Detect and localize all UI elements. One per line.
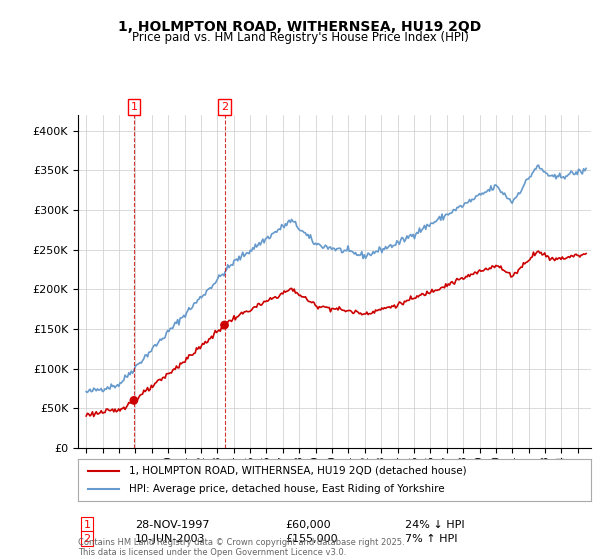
Text: £60,000: £60,000 — [285, 520, 331, 530]
Text: 24% ↓ HPI: 24% ↓ HPI — [405, 520, 464, 530]
Text: 10-JUN-2003: 10-JUN-2003 — [135, 534, 205, 544]
Text: 28-NOV-1997: 28-NOV-1997 — [135, 520, 209, 530]
Text: Price paid vs. HM Land Registry's House Price Index (HPI): Price paid vs. HM Land Registry's House … — [131, 31, 469, 44]
Text: 7% ↑ HPI: 7% ↑ HPI — [405, 534, 458, 544]
Text: HPI: Average price, detached house, East Riding of Yorkshire: HPI: Average price, detached house, East… — [130, 484, 445, 494]
Text: 2: 2 — [83, 534, 91, 544]
Text: 1: 1 — [130, 102, 137, 112]
Point — [129, 396, 139, 405]
Text: 1, HOLMPTON ROAD, WITHERNSEA, HU19 2QD (detached house): 1, HOLMPTON ROAD, WITHERNSEA, HU19 2QD (… — [130, 466, 467, 476]
Text: 1: 1 — [83, 520, 91, 530]
Text: 2: 2 — [221, 102, 228, 112]
Text: Contains HM Land Registry data © Crown copyright and database right 2025.
This d: Contains HM Land Registry data © Crown c… — [78, 538, 404, 557]
Point — [220, 320, 229, 329]
Text: 1, HOLMPTON ROAD, WITHERNSEA, HU19 2QD: 1, HOLMPTON ROAD, WITHERNSEA, HU19 2QD — [118, 20, 482, 34]
Text: £155,000: £155,000 — [285, 534, 338, 544]
